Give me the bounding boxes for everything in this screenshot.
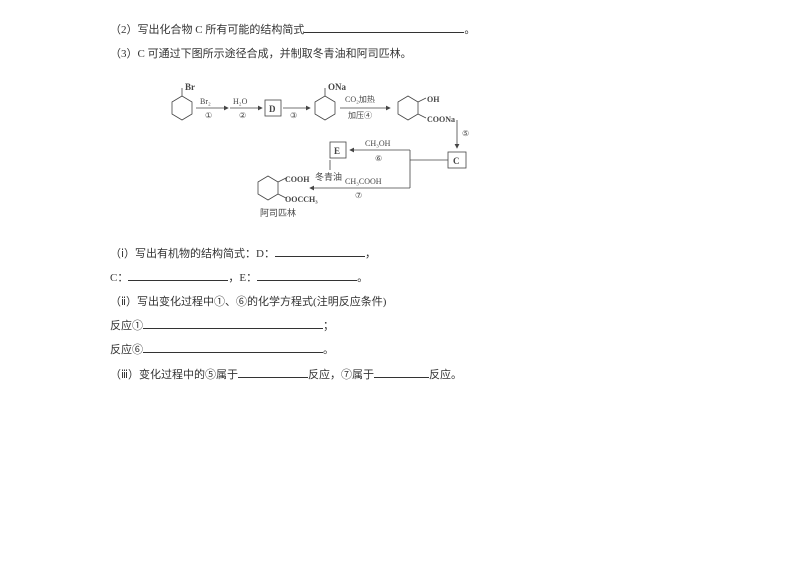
lbl-step2: ② — [239, 111, 246, 120]
q2-blank — [304, 20, 464, 33]
qi-prefix: （ⅰ）写出有机物的结构简式：D： — [110, 248, 275, 260]
lbl-d: D — [269, 104, 276, 114]
lbl-step3: ③ — [290, 111, 297, 120]
lbl-cooh: COOH — [285, 175, 310, 184]
lbl-oh: OH — [427, 95, 440, 104]
qiii-end: 反应。 — [429, 369, 462, 381]
q2-text-b: 。 — [464, 24, 475, 36]
q2-text-a: （2）写出化合物 C 所有可能的结构简式 — [110, 24, 304, 36]
qii-r1-end: ； — [323, 320, 334, 332]
lbl-step6: ⑥ — [375, 154, 382, 163]
qi-blank-c — [128, 268, 228, 281]
q3-text: （3）C 可通过下图所示途径合成，并制取冬青油和阿司匹林。 — [110, 48, 412, 60]
qi-c-label: C： — [110, 272, 128, 284]
lbl-asp: 阿司匹林 — [260, 207, 296, 218]
lbl-step5: ⑤ — [462, 129, 469, 138]
qii-blank1 — [143, 316, 323, 329]
lbl-ch3cooh: CH₃COOH — [345, 177, 382, 186]
lbl-coona: COONa — [427, 115, 455, 124]
lbl-step7: ⑦ — [355, 191, 362, 200]
qii-r6-end: 。 — [323, 344, 334, 356]
qi-mid1: ， — [365, 248, 376, 260]
lbl-br: Br — [185, 82, 195, 92]
lbl-co2: CO₂加热 — [345, 94, 375, 104]
lbl-oocch3: OOCCH₃ — [285, 195, 318, 204]
qiii-prefix: （ⅲ）变化过程中的⑤属于 — [110, 369, 238, 381]
qii-r1: 反应① — [110, 320, 143, 332]
lbl-ch3oh: CH₃OH — [365, 139, 391, 148]
lbl-e: E — [334, 146, 340, 156]
qi-blank-d — [275, 244, 365, 257]
lbl-ona: ONa — [328, 82, 347, 92]
qii-r6: 反应⑥ — [110, 344, 143, 356]
lbl-jiaya: 加压④ — [348, 110, 372, 120]
synthesis-diagram: Br Br₂ ① H₂O ② D ③ ONa — [160, 76, 690, 235]
qiii-blank1 — [238, 365, 308, 378]
qiii-mid: 反应，⑦属于 — [308, 369, 374, 381]
lbl-c: C — [453, 156, 460, 166]
qi-blank-e — [257, 268, 357, 281]
qii-text: （ⅱ）写出变化过程中①、⑥的化学方程式(注明反应条件) — [110, 296, 386, 308]
lbl-br2: Br₂ — [200, 97, 211, 106]
qi-e-label: ，E： — [228, 272, 257, 284]
qii-blank6 — [143, 340, 323, 353]
qi-end: 。 — [357, 272, 368, 284]
lbl-dongqing: 冬青油 — [315, 171, 342, 182]
lbl-h2o: H₂O — [233, 97, 248, 106]
lbl-step1: ① — [205, 111, 212, 120]
qiii-blank2 — [374, 365, 429, 378]
